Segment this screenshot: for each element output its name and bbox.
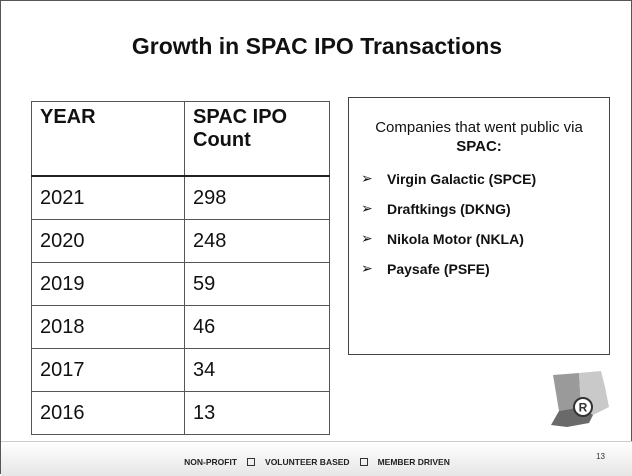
table-cell: 34 (184, 348, 330, 392)
bullet-arrow: ➢ (361, 260, 373, 276)
list-item: ➢ Paysafe (PSFE) (361, 260, 609, 277)
item-text: Nikola Motor (NKLA) (387, 230, 524, 247)
table-cell: 2017 (31, 348, 185, 392)
bullet-arrow: ➢ (361, 170, 373, 186)
page-number: 13 (596, 452, 605, 461)
table-cell: 2020 (31, 219, 185, 263)
intro: Companies that went public via SPAC: (365, 118, 593, 156)
table-row: 2016 13 (31, 391, 330, 435)
table-cell: 248 (184, 219, 330, 263)
item-text: Virgin Galactic (SPCE) (387, 170, 537, 187)
table-cell: 2019 (31, 262, 185, 306)
item-text: Draftkings (DKNG) (387, 200, 511, 217)
logo-circle (573, 397, 593, 417)
table-cell: 59 (184, 262, 330, 306)
table-row: 2019 59 (31, 262, 330, 306)
header-row: YEAR SPAC IPO Count (31, 101, 330, 177)
companies-box: Companies that went public via SPAC: ➢ Vi… (348, 97, 610, 355)
table-cell: 2016 (31, 391, 185, 435)
logo-mark: R (579, 401, 588, 415)
footer-item: NON-PROFIT (184, 457, 238, 467)
table-row: 2020 248 (31, 219, 330, 263)
bullet-arrow: ➢ (361, 230, 373, 246)
item-list: ➢ Virgin Galactic (SPCE) ➢ Draftkings (DKNG… (349, 170, 609, 277)
column-header: SPAC IPO Count (184, 101, 330, 177)
table-body: 2021 298 2020 248 2019 59 2018 46 2017 34 2016 13 (31, 175, 330, 435)
table-cell: 2018 (31, 305, 185, 349)
list-item: ➢ Nikola Motor (NKLA) (361, 230, 609, 247)
item-text: Paysafe (PSFE) (387, 260, 490, 277)
intro-bold: SPAC: (456, 138, 502, 155)
table-row: 2017 34 (31, 348, 330, 392)
separator (359, 458, 368, 466)
logo: R (551, 371, 609, 427)
table: YEAR SPAC IPO Count 2021 298 2020 248 2019 59… (31, 101, 330, 435)
separator (247, 458, 256, 466)
footer-item: VOLUNTEER BASED (265, 457, 350, 467)
table-cell: 2021 (31, 175, 185, 220)
intro-text: Companies that went public via (375, 119, 583, 136)
list-item: ➢ Draftkings (DKNG) (361, 200, 609, 217)
footer-item: MEMBER DRIVEN (377, 457, 450, 467)
table-cell: 13 (184, 391, 330, 435)
column-header: YEAR (31, 101, 185, 177)
bullet-arrow: ➢ (361, 200, 373, 216)
list-item: ➢ Virgin Galactic (SPCE) (361, 170, 609, 187)
table-cell: 298 (184, 175, 330, 220)
footer-items: NON-PROFIT VOLUNTEER BASED MEMBER DRIVEN (1, 457, 632, 467)
table-cell: 46 (184, 305, 330, 349)
table-row: 2021 298 (31, 175, 330, 220)
logo-shape (553, 373, 581, 411)
footer: NON-PROFIT VOLUNTEER BASED MEMBER DRIVEN 1… (1, 441, 632, 476)
title: Growth in SPAC IPO Transactions (131, 33, 503, 59)
table-row: 2018 46 (31, 305, 330, 349)
